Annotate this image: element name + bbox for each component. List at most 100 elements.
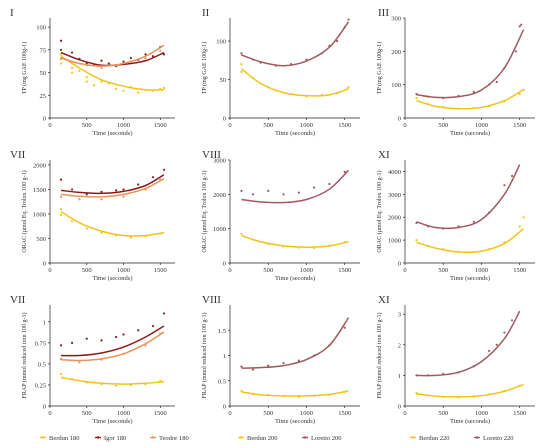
y-tick-label: 1 [223,353,226,360]
x-tick-label: 1000 [475,122,488,129]
fit-curve [241,317,350,369]
series-berdun-180 [59,372,165,387]
data-point [267,189,270,192]
data-point [240,63,243,66]
data-point [518,25,521,28]
fit-curve [241,390,349,397]
x-axis-label: Time (seconds) [92,130,132,137]
data-point [251,193,255,196]
data-point [510,174,514,178]
legend-marker [151,436,155,439]
y-tick-label: 0 [223,116,226,123]
data-point [78,361,81,364]
fit-curve [60,376,165,385]
y-tick-label: 0.5 [218,378,226,385]
data-point [93,84,96,87]
data-point [85,227,88,230]
data-point [100,59,103,62]
y-tick-label: 1000 [388,238,401,245]
y-tick-label: 3 [398,312,401,319]
fit-curve [241,21,350,67]
chart-panel-5: VIII 0 1000 2000 3000 0 500 1000 1500 Time (secon… [201,149,360,282]
data-point [343,326,346,329]
data-point [85,337,88,340]
data-point [240,232,243,235]
fit-curve [416,164,521,230]
data-point [297,359,300,362]
data-point [522,216,525,219]
x-axis-label: Time (seconds) [450,130,490,137]
x-tick-label: 1000 [117,122,130,129]
y-tick-label: 0 [43,116,46,123]
x-tick-label: 500 [82,122,92,129]
x-tick-label: 1500 [513,267,526,274]
data-point [520,23,523,26]
fit-curve [60,174,165,195]
data-point [282,361,285,365]
data-point [347,18,350,21]
data-point [335,39,339,43]
data-point [151,324,155,328]
x-axis-label: Time (seconds) [450,418,490,425]
data-point [78,198,81,201]
legend-label: Berdun 200 [247,435,278,442]
y-axis-label: ORAC (µmol Eq. Trolox 100 g-1) [376,170,383,252]
x-tick-label: 500 [263,122,273,129]
y-tick-label: 25 [40,93,47,100]
y-tick-label: 0 [43,404,46,411]
y-tick-label: 1 [398,373,401,380]
data-point [59,213,63,217]
panel-label: II [202,7,210,19]
x-tick-label: 500 [438,267,448,274]
x-tick-label: 1500 [338,267,351,274]
fit-curve [416,89,524,110]
series-loretto-200 [240,317,350,371]
y-tick-label: 0 [398,404,401,411]
legend-marker [303,436,307,439]
x-tick-label: 500 [438,122,448,129]
data-point [162,53,166,56]
data-point [162,168,166,171]
x-tick-label: 500 [263,410,273,417]
y-tick-label: 4000 [388,169,401,176]
fit-curve [416,383,524,398]
series-teodor-180 [59,44,165,70]
y-tick-label: 100 [36,25,46,32]
data-point [59,48,63,51]
panel-label: VII [10,149,26,161]
data-point [59,178,63,181]
x-tick-label: 1000 [117,410,130,417]
y-tick-label: 75 [40,47,47,54]
data-point [297,191,300,194]
y-tick-label: 2000 [388,215,401,222]
x-tick-label: 500 [438,410,448,417]
data-point [518,92,521,96]
data-point [137,183,140,186]
chart-panel-6: XI 0 1000 2000 3000 4000 0 500 1000 1500 Time (sec… [376,149,535,282]
data-point [85,193,88,196]
x-tick-label: 1500 [154,410,167,417]
legend-marker [96,436,100,439]
data-point [240,189,243,192]
data-point [59,39,63,42]
y-tick-label: 0 [43,261,46,268]
series-igor-180 [59,312,166,357]
series-berdun-200 [240,232,349,249]
y-tick-label: 1000 [213,226,226,233]
x-tick-label: 500 [263,267,273,274]
legend-marker [41,436,45,439]
y-tick-label: 0.25 [35,382,46,389]
y-tick-label: 0 [223,404,226,411]
y-tick-label: 2000 [213,192,226,199]
data-point [137,91,140,94]
y-tick-label: 1000 [33,211,46,218]
x-tick-label: 0 [228,267,231,274]
y-tick-label: 1.5 [218,328,226,335]
series-igor-180 [59,168,166,196]
data-point [59,344,63,347]
fit-curve [241,234,349,248]
legend-label: Loretto 220 [483,435,514,442]
legend-1: Berdun 180 Igor 180 Teodor 180 [40,435,189,442]
